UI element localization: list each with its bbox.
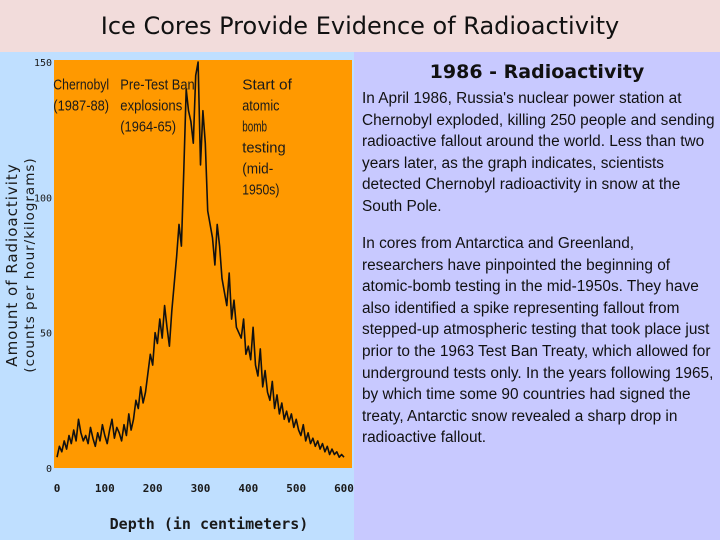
annotations: Chernobyl (1987-88) Pre-Test Ban explosions… <box>53 77 292 199</box>
x-tick-label: 0 <box>54 482 61 495</box>
slide-title: Ice Cores Provide Evidence of Radioactiv… <box>100 12 620 40</box>
radioactivity-chart: Chernobyl (1987-88) Pre-Test Ban explosions… <box>3 58 354 533</box>
section-heading: 1986 - Radioactivity <box>429 61 645 83</box>
chart-annotation-2: Pre-Test Ban explosions (1964-65) <box>120 77 194 136</box>
x-tick-label: 200 <box>143 482 163 495</box>
title-bar <box>0 0 720 52</box>
chart-annotation-3: Start of atomic bomb testing (mid-1950s) <box>242 77 292 199</box>
x-tick-label: 400 <box>238 482 258 495</box>
paragraph-chernobyl: In April 1986, Russia's nuclear power st… <box>362 90 715 215</box>
x-tick-label: 100 <box>95 482 115 495</box>
paragraph-ice-cores: In cores from Antarctica and Greenland, … <box>362 235 714 447</box>
y-tick-label: 150 <box>34 58 52 69</box>
y-tick-label: 0 <box>46 464 52 475</box>
x-tick-label: 300 <box>191 482 211 495</box>
y-tick-labels: 0 50 100 150 <box>34 58 52 475</box>
y-tick-label: 100 <box>34 193 52 204</box>
x-tick-label: 500 <box>286 482 306 495</box>
y-axis-label-line1: Amount of Radioactivity <box>3 163 21 366</box>
x-tick-label: 600 <box>334 482 354 495</box>
text-panel <box>354 52 720 540</box>
y-axis-label-line2: (counts per hour/kilograms) <box>22 157 38 372</box>
y-tick-label: 50 <box>40 329 52 340</box>
plot-area <box>54 60 352 468</box>
x-axis-label: Depth (in centimeters) <box>110 515 309 533</box>
radioactivity-trace <box>56 61 345 458</box>
x-tick-labels: 0 100 200 300 400 500 600 <box>54 482 354 495</box>
chart-annotation-1: Chernobyl (1987-88) <box>53 77 109 115</box>
